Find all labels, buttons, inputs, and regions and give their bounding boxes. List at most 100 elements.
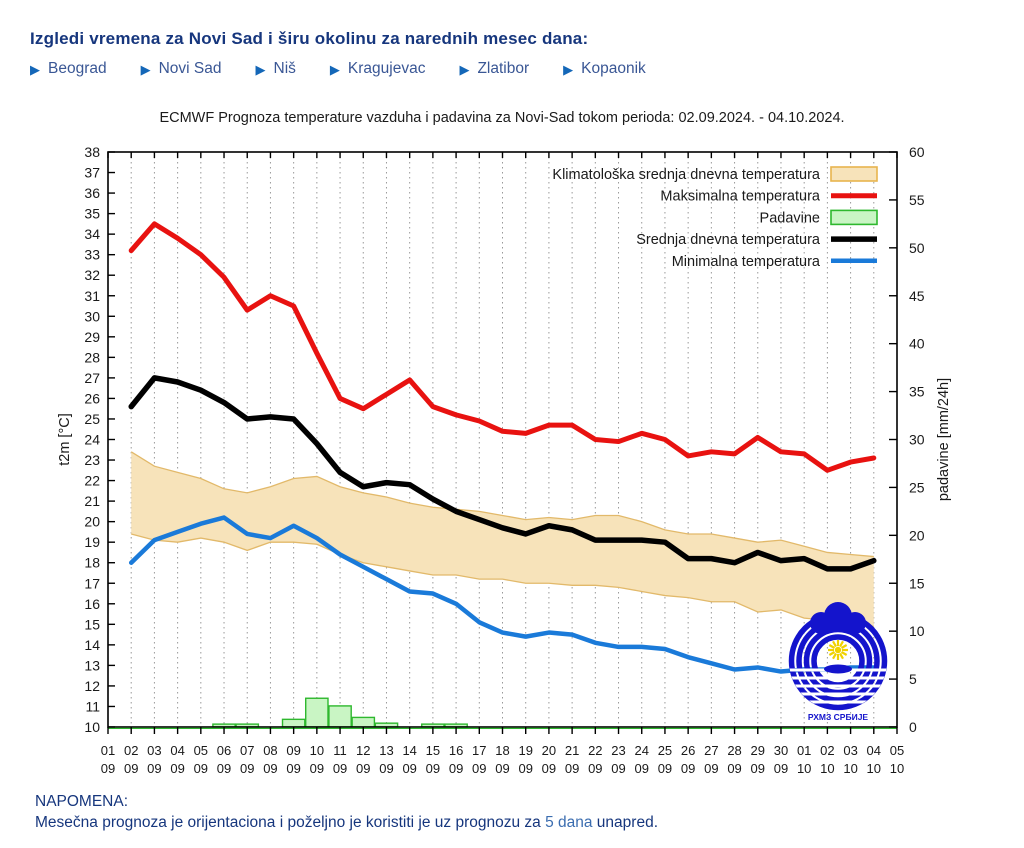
city-link-label: Kragujevac	[347, 60, 426, 77]
x-tick-month: 09	[774, 761, 788, 776]
y-axis-left-title: t2m [°C]	[57, 413, 73, 466]
x-tick-day: 18	[495, 743, 509, 758]
city-link-beograd[interactable]: ▶ Beograd	[30, 60, 107, 78]
x-tick-month: 09	[402, 761, 416, 776]
y-left-tick-label: 17	[84, 575, 100, 591]
x-tick-month: 09	[263, 761, 277, 776]
y-left-tick-label: 22	[84, 473, 100, 489]
city-link-kopaonik[interactable]: ▶ Kopaonik	[563, 60, 646, 78]
sun-ray	[828, 651, 836, 656]
x-tick-day: 01	[797, 743, 811, 758]
x-tick-month: 09	[240, 761, 254, 776]
city-link-label: Kopaonik	[581, 60, 646, 77]
x-tick-day: 27	[704, 743, 718, 758]
sun-ray	[832, 652, 837, 660]
x-tick-day: 11	[333, 743, 347, 758]
y-left-tick-label: 31	[84, 288, 100, 304]
x-tick-month: 10	[820, 761, 834, 776]
y-right-tick-label: 35	[909, 384, 925, 400]
x-tick-day: 05	[194, 743, 208, 758]
x-tick-day: 15	[426, 743, 440, 758]
logo-water	[824, 664, 852, 674]
x-tick-month: 10	[890, 761, 904, 776]
arrow-icon: ▶	[255, 61, 266, 77]
sun-ray	[839, 640, 844, 648]
x-tick-day: 24	[635, 743, 649, 758]
x-tick-month: 09	[286, 761, 300, 776]
city-link-novi-sad[interactable]: ▶ Novi Sad	[141, 60, 222, 78]
precip-bar	[351, 716, 376, 728]
x-tick-month: 09	[727, 761, 741, 776]
x-tick-month: 09	[751, 761, 765, 776]
x-tick-month: 09	[217, 761, 231, 776]
axis-ticks	[107, 151, 898, 734]
x-tick-day: 03	[147, 743, 161, 758]
y-left-tick-label: 37	[84, 165, 100, 181]
precip-bar	[281, 718, 306, 728]
x-tick-day: 16	[449, 743, 463, 758]
x-tick-day: 17	[472, 743, 486, 758]
city-link-kragujevac[interactable]: ▶ Kragujevac	[330, 60, 426, 78]
y-left-tick-label: 11	[85, 698, 100, 714]
arrow-icon: ▶	[563, 61, 574, 77]
precip-bar	[328, 705, 352, 728]
note-block: NAPOMENA: Mesečna prognoza je orijentaci…	[35, 793, 658, 832]
x-tick-month: 09	[379, 761, 393, 776]
y-right-tick-label: 45	[909, 288, 925, 304]
x-tick-month: 09	[681, 761, 695, 776]
x-tick-month: 09	[333, 761, 347, 776]
x-tick-month: 09	[588, 761, 602, 776]
cloud-icon	[810, 602, 866, 634]
sun-ray	[828, 644, 836, 649]
y-right-tick-label: 20	[909, 527, 925, 543]
city-link-label: Beograd	[48, 60, 107, 77]
x-tick-month: 09	[704, 761, 718, 776]
x-tick-month: 09	[658, 761, 672, 776]
city-link-label: Zlatibor	[477, 60, 530, 77]
mean-temp-line	[128, 375, 877, 572]
precip-bar	[305, 697, 329, 728]
legend-band-swatch	[830, 166, 878, 182]
x-tick-day: 07	[240, 743, 254, 758]
y-left-tick-label: 28	[84, 349, 100, 365]
x-tick-day: 12	[356, 743, 370, 758]
y-right-tick-label: 40	[909, 336, 925, 352]
note-link-5-dana[interactable]: 5 dana	[545, 814, 593, 831]
x-tick-day: 23	[611, 743, 625, 758]
y-left-tick-label: 38	[84, 144, 100, 160]
x-tick-month: 09	[194, 761, 208, 776]
y-left-tick-label: 32	[84, 267, 100, 283]
x-tick-day: 29	[751, 743, 765, 758]
y-left-tick-label: 16	[84, 596, 100, 612]
logo-ring	[796, 619, 880, 703]
sun-ray	[832, 640, 837, 648]
x-tick-month: 10	[797, 761, 811, 776]
x-tick-day: 25	[658, 743, 672, 758]
sun-ray	[840, 644, 848, 649]
x-tick-month: 09	[518, 761, 532, 776]
x-tick-month: 09	[310, 761, 324, 776]
y-right-tick-label: 0	[909, 719, 917, 735]
logo-text: РХМЗ СРБИЈЕ	[808, 712, 869, 722]
y-left-tick-label: 36	[84, 185, 100, 201]
y-right-tick-label: 5	[909, 671, 917, 687]
y-left-tick-label: 23	[84, 452, 100, 468]
x-tick-month: 10	[843, 761, 857, 776]
x-tick-month: 09	[124, 761, 138, 776]
arrow-icon: ▶	[329, 61, 340, 77]
y-left-tick-label: 19	[84, 534, 100, 550]
x-tick-month: 09	[611, 761, 625, 776]
x-tick-month: 09	[565, 761, 579, 776]
y-left-tick-label: 21	[84, 493, 100, 509]
y-left-tick-label: 35	[84, 206, 100, 222]
x-tick-day: 14	[402, 743, 416, 758]
chart-title: ECMWF Prognoza temperature vazduha i pad…	[159, 110, 845, 126]
x-tick-month: 09	[170, 761, 184, 776]
y-left-tick-label: 29	[84, 329, 100, 345]
city-link-zlatibor[interactable]: ▶ Zlatibor	[459, 60, 529, 78]
legend-label: Srednja dnevna temperatura	[636, 232, 821, 248]
y-right-tick-label: 60	[909, 144, 925, 160]
city-link-ni-[interactable]: ▶ Niš	[256, 60, 296, 78]
x-tick-month: 09	[472, 761, 486, 776]
